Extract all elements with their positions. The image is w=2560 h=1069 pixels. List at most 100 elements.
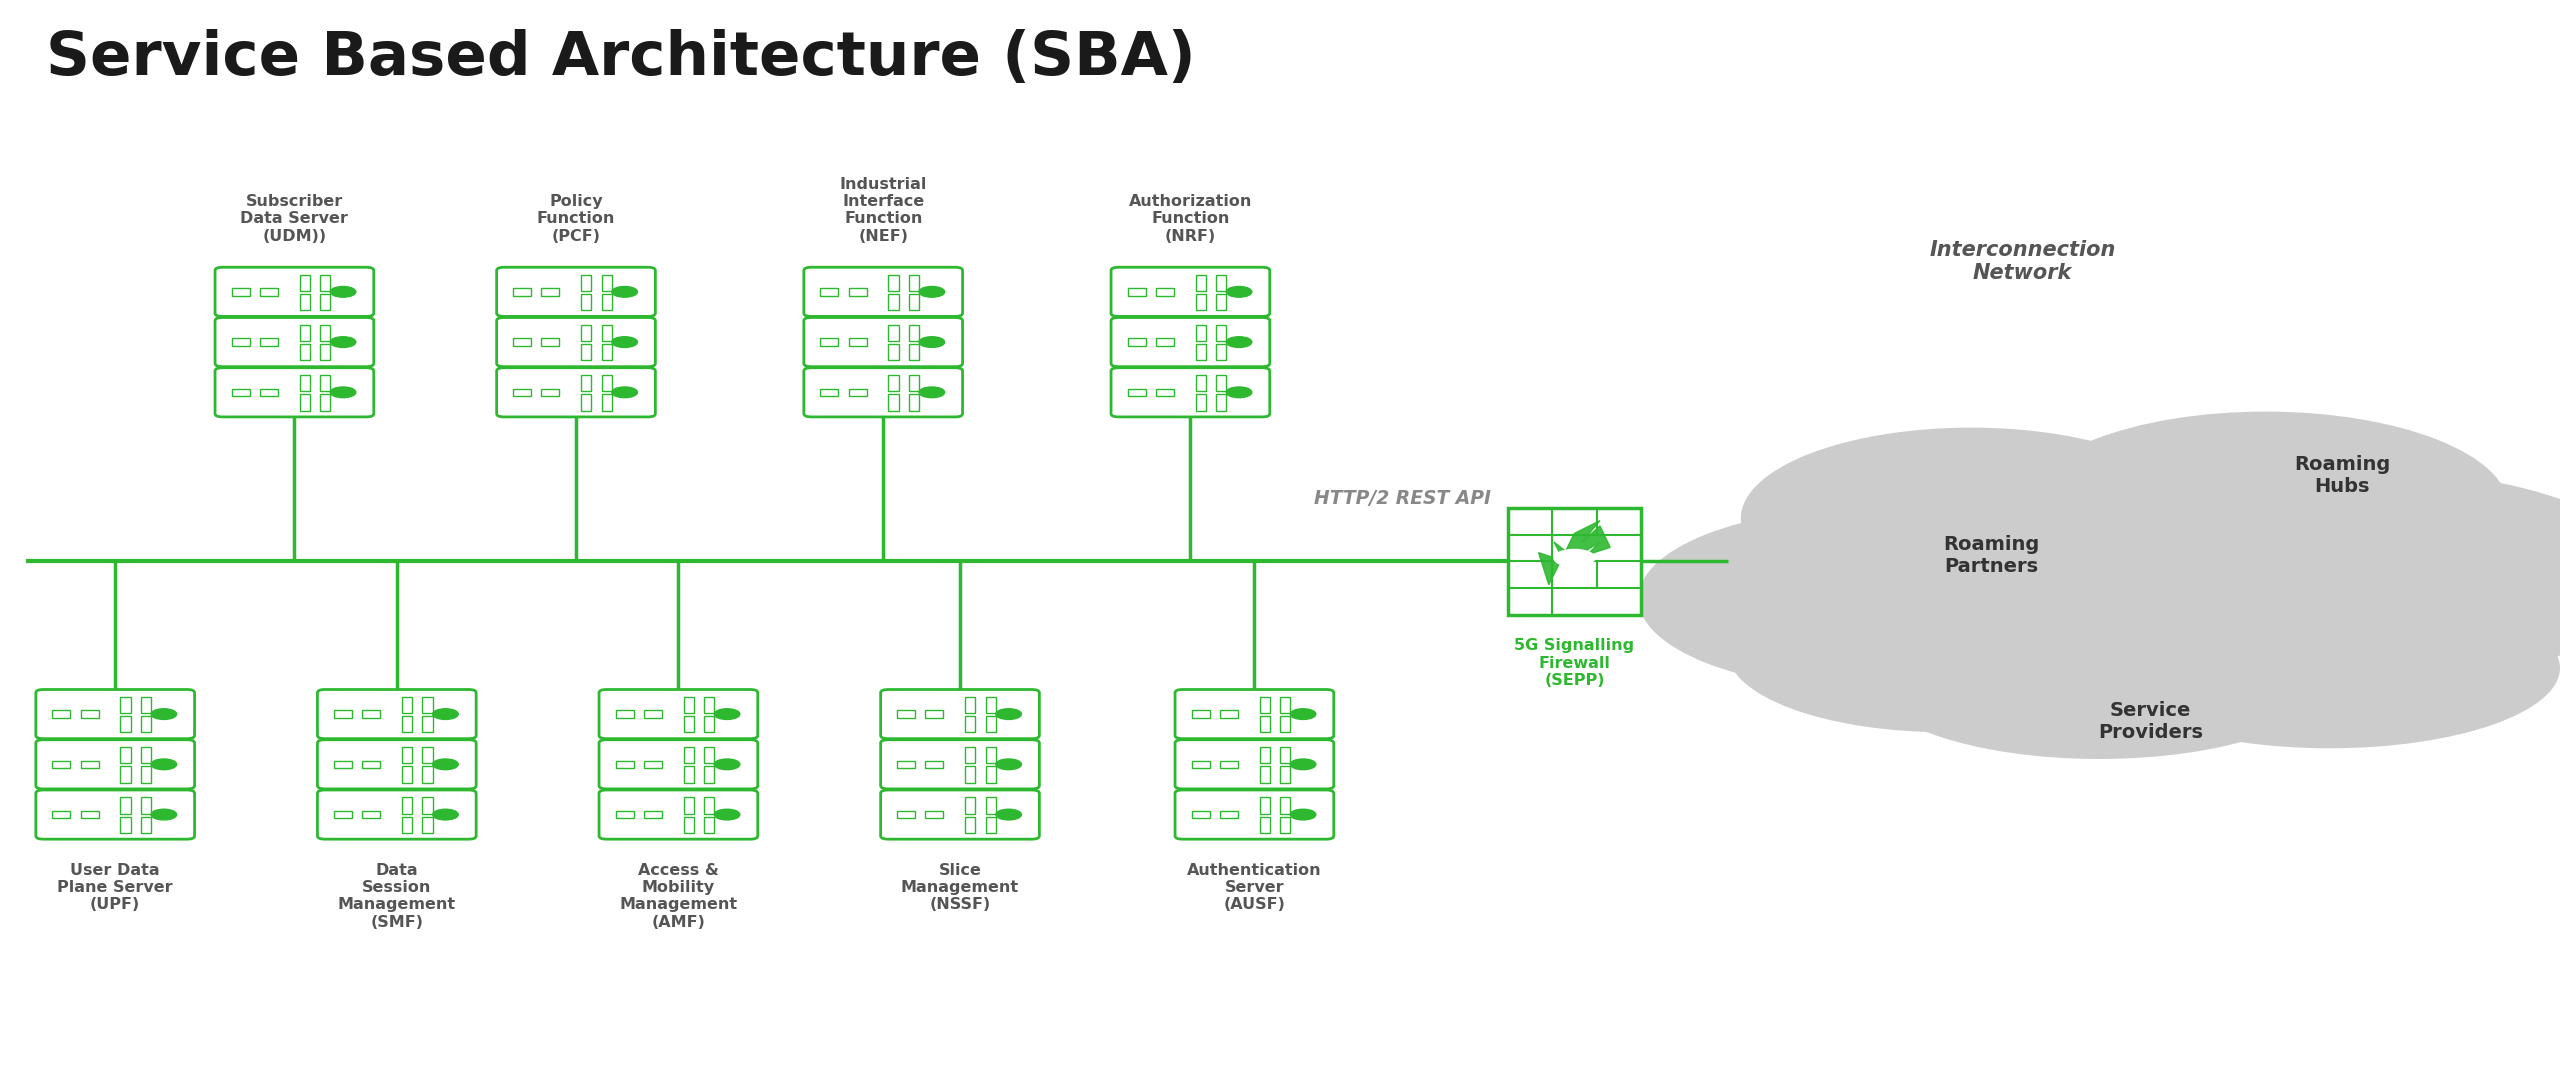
FancyBboxPatch shape xyxy=(335,811,353,819)
Text: HTTP/2 REST API: HTTP/2 REST API xyxy=(1313,489,1492,508)
FancyBboxPatch shape xyxy=(965,747,975,763)
FancyBboxPatch shape xyxy=(233,338,251,345)
Text: 5G Signalling
Firewall
(SEPP): 5G Signalling Firewall (SEPP) xyxy=(1516,638,1633,688)
FancyBboxPatch shape xyxy=(1157,288,1172,295)
FancyBboxPatch shape xyxy=(1190,811,1208,819)
FancyBboxPatch shape xyxy=(51,811,69,819)
FancyBboxPatch shape xyxy=(543,288,561,295)
FancyBboxPatch shape xyxy=(581,344,591,360)
FancyBboxPatch shape xyxy=(300,275,310,291)
FancyBboxPatch shape xyxy=(888,375,899,391)
FancyBboxPatch shape xyxy=(927,710,945,718)
FancyBboxPatch shape xyxy=(684,716,694,732)
FancyBboxPatch shape xyxy=(1260,747,1270,763)
Circle shape xyxy=(433,809,458,820)
FancyBboxPatch shape xyxy=(899,811,916,819)
FancyBboxPatch shape xyxy=(422,766,433,783)
FancyBboxPatch shape xyxy=(804,368,963,417)
FancyBboxPatch shape xyxy=(422,697,433,713)
FancyBboxPatch shape xyxy=(986,797,996,814)
Circle shape xyxy=(330,387,356,398)
FancyBboxPatch shape xyxy=(402,817,412,833)
FancyBboxPatch shape xyxy=(215,267,374,316)
Circle shape xyxy=(1226,286,1252,297)
FancyBboxPatch shape xyxy=(51,761,69,768)
FancyBboxPatch shape xyxy=(300,294,310,310)
FancyBboxPatch shape xyxy=(1260,797,1270,814)
Ellipse shape xyxy=(1741,460,2509,738)
FancyBboxPatch shape xyxy=(422,817,433,833)
FancyBboxPatch shape xyxy=(819,338,837,345)
FancyBboxPatch shape xyxy=(888,394,899,410)
FancyBboxPatch shape xyxy=(261,388,279,396)
FancyBboxPatch shape xyxy=(684,797,694,814)
FancyBboxPatch shape xyxy=(881,790,1039,839)
FancyBboxPatch shape xyxy=(497,317,655,367)
FancyBboxPatch shape xyxy=(402,797,412,814)
FancyBboxPatch shape xyxy=(512,388,532,396)
FancyBboxPatch shape xyxy=(1280,716,1290,732)
Circle shape xyxy=(996,759,1021,770)
FancyBboxPatch shape xyxy=(704,817,714,833)
FancyBboxPatch shape xyxy=(1508,508,1641,615)
Circle shape xyxy=(919,337,945,347)
FancyBboxPatch shape xyxy=(847,388,865,396)
Circle shape xyxy=(1554,549,1595,567)
FancyBboxPatch shape xyxy=(847,288,865,295)
Circle shape xyxy=(1290,759,1316,770)
Ellipse shape xyxy=(2086,470,2560,684)
FancyBboxPatch shape xyxy=(645,811,660,819)
FancyBboxPatch shape xyxy=(1219,761,1239,768)
FancyBboxPatch shape xyxy=(320,344,330,360)
FancyBboxPatch shape xyxy=(684,697,694,713)
Circle shape xyxy=(919,286,945,297)
FancyBboxPatch shape xyxy=(965,697,975,713)
FancyBboxPatch shape xyxy=(1129,388,1147,396)
FancyBboxPatch shape xyxy=(79,811,97,819)
FancyBboxPatch shape xyxy=(364,811,381,819)
FancyBboxPatch shape xyxy=(141,697,151,713)
FancyBboxPatch shape xyxy=(899,710,916,718)
Text: Authentication
Server
(AUSF): Authentication Server (AUSF) xyxy=(1188,863,1321,913)
FancyBboxPatch shape xyxy=(1157,388,1172,396)
Circle shape xyxy=(714,809,740,820)
FancyBboxPatch shape xyxy=(141,797,151,814)
FancyBboxPatch shape xyxy=(599,690,758,739)
Circle shape xyxy=(151,759,177,770)
FancyBboxPatch shape xyxy=(402,716,412,732)
FancyBboxPatch shape xyxy=(364,761,381,768)
FancyBboxPatch shape xyxy=(141,716,151,732)
Polygon shape xyxy=(1539,521,1610,585)
FancyBboxPatch shape xyxy=(617,761,635,768)
FancyBboxPatch shape xyxy=(543,388,561,396)
FancyBboxPatch shape xyxy=(1129,338,1147,345)
FancyBboxPatch shape xyxy=(888,294,899,310)
Circle shape xyxy=(612,387,637,398)
FancyBboxPatch shape xyxy=(804,267,963,316)
FancyBboxPatch shape xyxy=(79,761,97,768)
FancyBboxPatch shape xyxy=(986,817,996,833)
FancyBboxPatch shape xyxy=(233,388,251,396)
FancyBboxPatch shape xyxy=(599,790,758,839)
FancyBboxPatch shape xyxy=(599,740,758,789)
FancyBboxPatch shape xyxy=(233,288,251,295)
FancyBboxPatch shape xyxy=(36,740,195,789)
FancyBboxPatch shape xyxy=(300,344,310,360)
FancyBboxPatch shape xyxy=(1216,394,1226,410)
FancyBboxPatch shape xyxy=(704,797,714,814)
Text: Service
Providers: Service Providers xyxy=(2097,701,2204,742)
FancyBboxPatch shape xyxy=(704,716,714,732)
FancyBboxPatch shape xyxy=(881,690,1039,739)
FancyBboxPatch shape xyxy=(300,375,310,391)
FancyBboxPatch shape xyxy=(317,690,476,739)
FancyBboxPatch shape xyxy=(402,766,412,783)
Text: Subscriber
Data Server
(UDM)): Subscriber Data Server (UDM)) xyxy=(241,193,348,244)
FancyBboxPatch shape xyxy=(1280,817,1290,833)
FancyBboxPatch shape xyxy=(909,325,919,341)
FancyBboxPatch shape xyxy=(402,747,412,763)
FancyBboxPatch shape xyxy=(512,288,532,295)
FancyBboxPatch shape xyxy=(261,288,279,295)
Ellipse shape xyxy=(1741,428,2202,609)
FancyBboxPatch shape xyxy=(684,817,694,833)
FancyBboxPatch shape xyxy=(847,338,865,345)
